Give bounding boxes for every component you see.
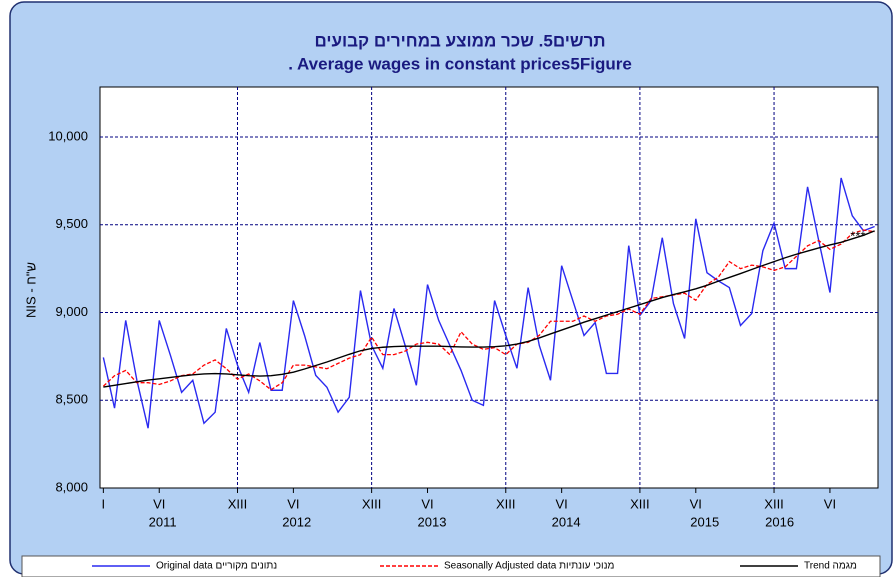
x-tick-label: XIII [228, 496, 248, 511]
x-tick-label: VI [556, 496, 568, 511]
legend [21, 555, 881, 577]
x-tick-label: VI [824, 496, 836, 511]
x-tick-label: XIII [496, 496, 516, 511]
x-tick-label: VI [690, 496, 702, 511]
chart-subtitle: . Average wages in constant prices5Figur… [288, 54, 632, 73]
y-tick-label: 8,000 [55, 479, 88, 494]
year-label: 2012 [282, 514, 311, 529]
x-tick-label: VI [421, 496, 433, 511]
y-tick-label: 10,000 [48, 128, 88, 143]
year-label: 2014 [552, 514, 581, 529]
x-tick-label: XIII [630, 496, 650, 511]
legend-label: Trend מגמה [804, 561, 857, 572]
x-tick-label: I [102, 496, 106, 511]
series-line [103, 230, 875, 388]
year-label: 2016 [765, 514, 794, 529]
annotation: *** [850, 228, 865, 243]
year-label: 2015 [690, 514, 719, 529]
y-tick-label: 9,000 [55, 304, 88, 319]
x-tick-label: XIII [362, 496, 382, 511]
x-tick-label: VI [153, 496, 165, 511]
year-label: 2013 [418, 514, 447, 529]
year-label: 2011 [149, 514, 177, 529]
x-tick-label: XIII [764, 496, 784, 511]
chart-title: תרשים5. שכר ממוצע במחירים קבועים [314, 31, 605, 50]
legend-label: Original data נתונים מקוריים [156, 561, 277, 572]
y-tick-label: 8,500 [55, 392, 88, 407]
series-line [102, 177, 875, 429]
x-tick-label: VI [287, 496, 299, 511]
legend-label: Seasonally Adjusted data מנוכי עונתיות [444, 561, 615, 572]
plot-area [99, 86, 879, 489]
y-tick-label: 9,500 [55, 216, 88, 231]
y-axis-label: NIS - ש"ח [23, 262, 38, 318]
